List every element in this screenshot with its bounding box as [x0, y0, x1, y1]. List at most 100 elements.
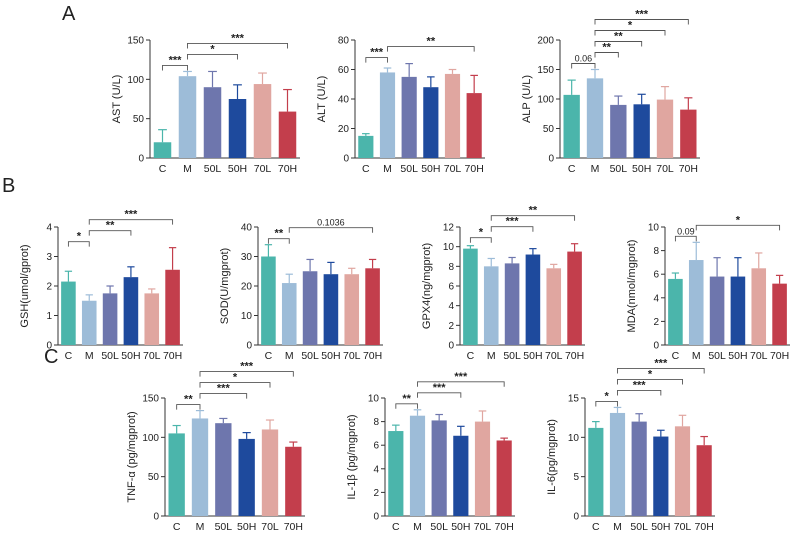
bar: [680, 109, 697, 158]
category-label: 50H: [121, 350, 140, 362]
category-label: 70L: [674, 521, 692, 533]
category-label: 50L: [215, 521, 233, 533]
y-axis-label: ALT (U/L): [316, 76, 328, 123]
category-label: 50L: [610, 163, 628, 175]
bar: [709, 276, 725, 345]
bar: [203, 87, 222, 158]
chart-6: 0 2 4 6 8 10 MDA(nmol/mgprot) C M 50L 50H 70L 70H 0.0…: [626, 214, 790, 362]
significance-label: ***: [231, 32, 245, 44]
bar: [81, 300, 97, 345]
category-label: 70H: [465, 163, 484, 175]
significance-bracket: ***: [594, 9, 689, 25]
significance-bracket: ***: [88, 209, 174, 225]
y-tick-label: 4: [373, 464, 379, 475]
category-label: M: [413, 521, 422, 533]
bar: [191, 418, 209, 516]
significance-bracket: **: [387, 36, 475, 52]
bar: [474, 421, 491, 516]
significance-label: ***: [633, 379, 647, 391]
significance-label: ***: [654, 357, 668, 369]
bar: [261, 429, 279, 516]
category-label: C: [265, 350, 273, 362]
significance-label: ***: [454, 371, 468, 383]
bar: [365, 268, 380, 345]
bar: [228, 99, 247, 158]
category-label: 70L: [143, 350, 161, 362]
significance-bracket: 0.06: [571, 54, 596, 69]
category-label: 50L: [400, 163, 418, 175]
significance-bracket: ***: [365, 47, 388, 63]
y-axis-label: ALP (U/L): [521, 75, 533, 123]
bar: [423, 87, 439, 158]
y-tick-label: 0: [153, 512, 159, 523]
bracket-line: [88, 230, 132, 236]
significance-bracket: **: [594, 42, 619, 58]
chart-4: 0 10 20 30 40 SOD(U/mgprot) C M 50L 50H 70L 70H ** 0.…: [219, 218, 383, 362]
category-label: 70L: [656, 163, 674, 175]
bar: [409, 415, 426, 516]
bar: [178, 76, 197, 158]
bracket-line: [594, 52, 619, 58]
y-tick-label: 1: [46, 311, 52, 322]
y-tick-label: 4: [46, 223, 52, 234]
category-label: 50H: [321, 350, 340, 362]
category-label: 70H: [495, 521, 514, 533]
category-label: C: [392, 521, 400, 533]
category-label: 70L: [750, 350, 768, 362]
bracket-line: [469, 237, 492, 243]
significance-label: ***: [240, 361, 254, 373]
bar: [401, 76, 417, 158]
y-tick-label: 100: [127, 75, 144, 86]
bar: [688, 260, 704, 345]
y-tick-label: 8: [373, 417, 379, 428]
y-tick-label: 150: [537, 65, 554, 76]
bar: [504, 263, 520, 345]
bracket-line: [199, 371, 294, 377]
category-label: M: [692, 350, 701, 362]
category-label: M: [183, 163, 192, 175]
bracket-line: [695, 224, 781, 231]
category-label: 50L: [204, 163, 222, 175]
bar: [344, 274, 360, 345]
bar: [567, 251, 582, 345]
significance-label: 0.1036: [317, 218, 345, 228]
bracket-line: [571, 63, 596, 69]
y-tick-label: 40: [241, 223, 253, 234]
bracket-line: [594, 19, 689, 25]
bar: [281, 283, 297, 345]
significance-label: ***: [370, 47, 384, 59]
bar: [610, 104, 627, 158]
category-label: M: [487, 350, 496, 362]
category-label: 70L: [545, 350, 563, 362]
bar: [261, 256, 276, 345]
category-label: 50H: [451, 521, 470, 533]
y-tick-label: 0: [548, 154, 554, 165]
category-label: 50L: [630, 521, 648, 533]
category-label: M: [383, 163, 392, 175]
significance-label: **: [427, 36, 436, 48]
bracket-line: [617, 367, 705, 374]
category-label: M: [285, 350, 294, 362]
significance-label: ***: [506, 216, 520, 228]
bar: [165, 269, 180, 345]
y-tick-label: 0: [246, 341, 252, 352]
y-tick-label: 50: [148, 472, 160, 483]
significance-bracket: *: [199, 372, 271, 388]
bar: [144, 293, 160, 345]
bar: [123, 277, 139, 345]
category-label: 50H: [651, 521, 670, 533]
significance-bracket: ***: [199, 383, 248, 399]
panel-letter-a: A: [62, 3, 76, 25]
chart-2: 0 50 100 150 200 ALP (U/L) C M 50L 50H 70L 70H 0.06 *…: [521, 9, 700, 175]
significance-label: *: [77, 231, 82, 243]
bar: [609, 412, 626, 516]
category-label: 70L: [444, 163, 462, 175]
significance-label: ***: [635, 9, 649, 21]
significance-bracket: **: [594, 31, 643, 47]
bar: [102, 293, 118, 345]
significance-bracket: **: [490, 205, 576, 221]
significance-bracket: ***: [162, 54, 188, 71]
